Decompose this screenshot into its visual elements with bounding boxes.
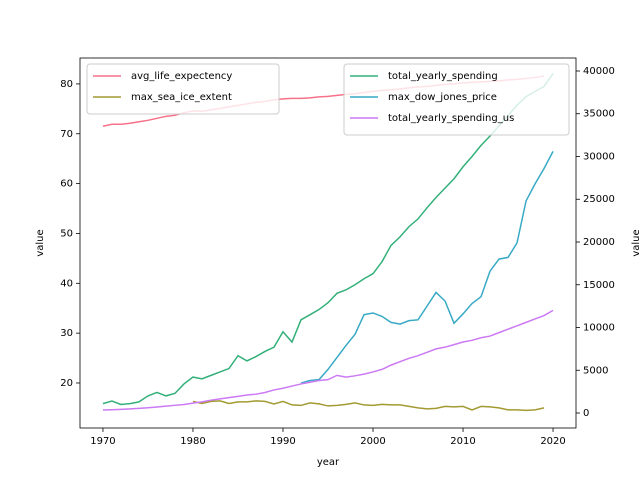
y-tick-label: 80 <box>60 79 73 90</box>
x-tick-label: 1990 <box>270 436 295 447</box>
y-tick-label: 50 <box>60 228 73 239</box>
y2-tick-label: 30000 <box>583 151 615 162</box>
series-line <box>102 73 554 406</box>
y2-tick-label: 35000 <box>583 109 615 120</box>
legend-label: total_yearly_spending <box>388 71 498 82</box>
series-line <box>192 400 545 412</box>
y-axis-label: value <box>35 229 46 256</box>
x-tick-label: 1980 <box>180 436 205 447</box>
legend-label: total_yearly_spending_us <box>388 113 514 124</box>
y2-tick-label: 10000 <box>583 323 615 334</box>
y2-tick-label: 15000 <box>583 280 615 291</box>
y2-tick-label: 20000 <box>583 237 615 248</box>
y2-tick-label: 25000 <box>583 194 615 205</box>
legend-label: max_dow_jones_price <box>388 92 497 103</box>
y-tick-label: 30 <box>60 328 73 339</box>
x-axis-label: year <box>317 457 340 468</box>
series-line <box>300 151 554 384</box>
series-line <box>102 309 554 411</box>
x-tick-label: 2010 <box>450 436 475 447</box>
y2-tick-label: 0 <box>583 408 589 419</box>
y-tick-label: 40 <box>60 278 73 289</box>
x-tick-label: 2020 <box>540 436 565 447</box>
legend-box <box>86 63 280 115</box>
y2-tick-label: 40000 <box>583 66 615 77</box>
x-tick-label: 2000 <box>360 436 385 447</box>
legend-box <box>343 63 570 136</box>
legend-label: avg_life_expectency <box>131 71 232 82</box>
legend-label: max_sea_ice_extent <box>131 92 232 103</box>
y-tick-label: 60 <box>60 179 73 190</box>
plot-frame <box>79 57 577 429</box>
x-tick-label: 1970 <box>90 436 115 447</box>
y-tick-label: 70 <box>60 129 73 140</box>
y2-tick-label: 5000 <box>583 365 608 376</box>
y2-axis-label: value <box>631 229 640 256</box>
y-tick-label: 20 <box>60 378 73 389</box>
